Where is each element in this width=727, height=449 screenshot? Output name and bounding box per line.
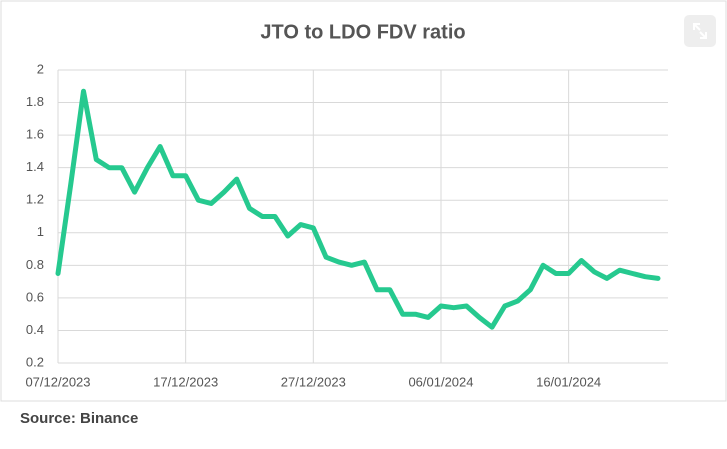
y-tick-label: 1.4 <box>26 159 44 174</box>
y-tick-label: 0.2 <box>26 354 44 369</box>
y-tick-label: 2 <box>37 61 44 76</box>
x-tick-label: 06/01/2024 <box>408 374 473 389</box>
chart-title: JTO to LDO FDV ratio <box>260 21 465 43</box>
y-tick-label: 0.8 <box>26 257 44 272</box>
x-tick-label: 27/12/2023 <box>281 374 346 389</box>
x-tick-label: 17/12/2023 <box>153 374 218 389</box>
y-tick-label: 1.2 <box>26 192 44 207</box>
y-tick-label: 1.8 <box>26 94 44 109</box>
data-line <box>55 88 661 330</box>
chart-frame <box>0 0 727 402</box>
x-tick-label: 16/01/2024 <box>536 374 601 389</box>
y-tick-label: 0.6 <box>26 289 44 304</box>
expand-button[interactable] <box>684 15 716 47</box>
source-note: Source: Binance <box>20 410 138 427</box>
y-tick-label: 1 <box>37 224 44 239</box>
x-tick-label: 07/12/2023 <box>25 374 90 389</box>
y-tick-label: 1.6 <box>26 127 44 142</box>
y-tick-label: 0.4 <box>26 322 44 337</box>
